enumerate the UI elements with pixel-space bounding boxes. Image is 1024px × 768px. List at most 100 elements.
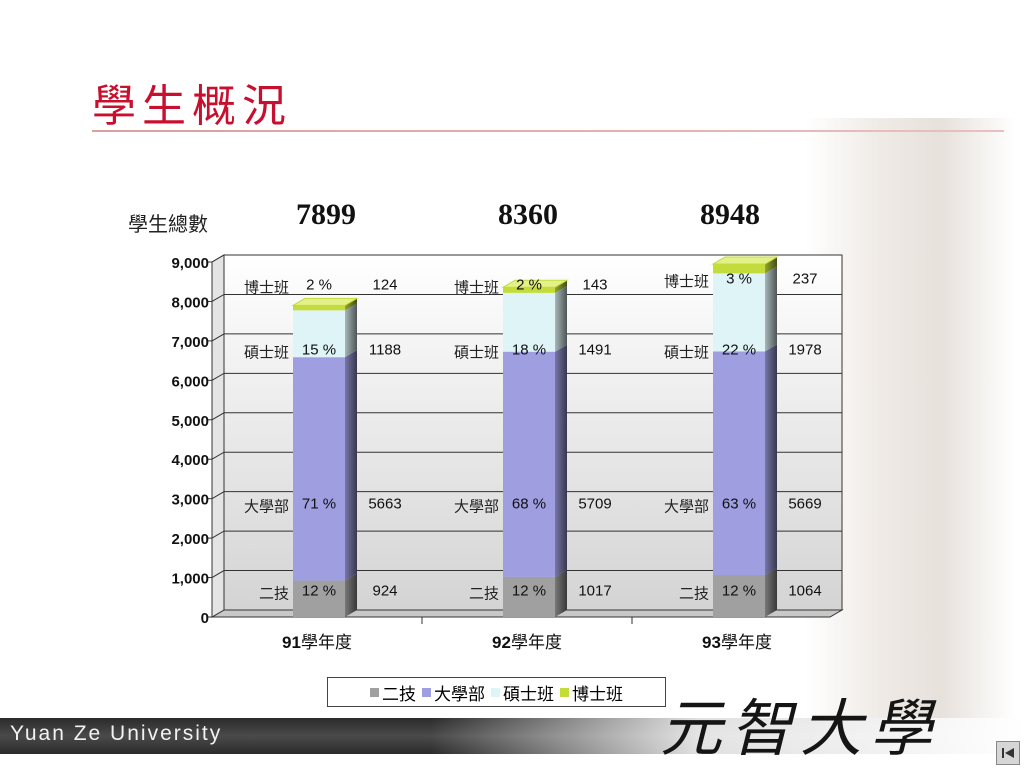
legend-item: 碩士班 [491, 680, 554, 705]
plot-side-wall [211, 254, 225, 618]
chart-legend: 二技 大學部 碩士班 博士班 [327, 677, 666, 707]
back-arrow-icon [1002, 748, 1014, 758]
gridline [211, 372, 842, 381]
value-label: 1064 [788, 582, 821, 599]
bar-side-shade [555, 285, 567, 352]
bar-side-shade [345, 303, 357, 358]
total-students-92: 8360 [498, 198, 558, 231]
legend-swatch [560, 687, 569, 697]
legend-label: 二技 [382, 684, 416, 704]
percent-label: 2 % [306, 277, 332, 294]
series-name-label: 大學部 [664, 498, 709, 516]
bar-side-shade [765, 266, 777, 352]
percent-label: 68 % [512, 496, 546, 513]
legend-swatch [422, 687, 431, 697]
series-name-label: 碩士班 [454, 344, 499, 362]
value-label: 5669 [788, 496, 821, 513]
total-students-label: 學生總數 [128, 214, 208, 236]
bar-segment [713, 575, 765, 617]
y-tick-label: 1,000 [171, 571, 209, 588]
gridline [211, 451, 842, 460]
footer-fade [430, 718, 1024, 754]
percent-label: 15 % [302, 342, 336, 359]
value-label: 1188 [369, 342, 401, 359]
percent-label: 12 % [722, 582, 756, 599]
bar-side-shade [555, 569, 567, 617]
bar-segment [503, 292, 555, 352]
bar-side-shade [345, 350, 357, 581]
percent-label: 12 % [302, 582, 336, 599]
value-label: 237 [792, 271, 817, 288]
y-tick-label: 8,000 [171, 294, 209, 311]
percent-label: 63 % [722, 496, 756, 513]
bar-segment [293, 357, 345, 581]
legend-label: 碩士班 [503, 684, 554, 704]
legend-label: 大學部 [434, 684, 485, 704]
series-name-label: 大學部 [244, 498, 289, 516]
gridline [211, 293, 842, 302]
bar-segment [713, 351, 765, 576]
value-label: 1978 [788, 342, 821, 359]
series-name-label: 大學部 [454, 498, 499, 516]
brand-calligraphy: 元智大學 [660, 692, 941, 765]
y-tick-label: 9,000 [171, 255, 209, 272]
bar-side-shade [345, 298, 357, 311]
slide-title: 學生概況 [92, 81, 292, 132]
x-category-label: 91學年度 [282, 633, 352, 652]
y-tick-label: 6,000 [171, 373, 209, 390]
y-tick-label: 3,000 [171, 492, 209, 509]
previous-slide-button[interactable] [996, 741, 1020, 765]
bar-side-shade [765, 257, 777, 274]
gridline [211, 570, 842, 578]
bar-top [711, 256, 779, 265]
bar-top [501, 279, 569, 288]
bar-side-shade [765, 344, 777, 576]
bar-side-shade [345, 573, 357, 617]
value-label: 5709 [578, 496, 611, 513]
value-label: 5663 [368, 496, 401, 513]
series-name-label: 博士班 [454, 279, 499, 297]
series-name-label: 二技 [259, 584, 289, 602]
percent-label: 22 % [722, 342, 756, 359]
y-tick-label: 0 [201, 610, 209, 627]
bar-side-shade [765, 568, 777, 617]
value-label: 1491 [578, 342, 611, 359]
series-name-label: 碩士班 [244, 344, 289, 362]
value-label: 924 [372, 582, 397, 599]
legend-item: 大學部 [422, 680, 485, 705]
series-name-label: 博士班 [664, 273, 709, 291]
title-divider [92, 130, 1004, 132]
legend-item: 博士班 [560, 680, 623, 705]
bar-segment [293, 580, 345, 617]
series-name-label: 二技 [469, 584, 499, 602]
legend-swatch [370, 687, 379, 697]
series-name-label: 二技 [679, 584, 709, 602]
percent-label: 3 % [726, 271, 752, 288]
value-label: 143 [582, 277, 607, 294]
legend-label: 博士班 [572, 684, 623, 704]
x-category-label: 92學年度 [492, 633, 562, 652]
value-label: 124 [372, 277, 397, 294]
bar-side-shade [555, 344, 567, 577]
legend-swatch [491, 687, 500, 697]
bar-segment [503, 351, 555, 577]
bar-top [291, 297, 359, 306]
bar-segment [503, 287, 555, 293]
y-tick-label: 7,000 [171, 334, 209, 351]
bar-side-shade [555, 280, 567, 293]
bar-segment [713, 264, 765, 274]
bar-segment [293, 310, 345, 358]
series-name-label: 碩士班 [664, 344, 709, 362]
gridline [211, 254, 842, 263]
x-category-label: 93學年度 [702, 633, 772, 652]
brand-english: Yuan Ze University [10, 722, 223, 745]
gridline [211, 530, 842, 539]
total-students-93: 8948 [700, 198, 760, 231]
percent-label: 2 % [516, 277, 542, 294]
y-tick-label: 4,000 [171, 452, 209, 469]
percent-label: 71 % [302, 496, 336, 513]
bar-segment [503, 576, 555, 617]
series-name-label: 博士班 [244, 279, 289, 297]
bar-segment [293, 305, 345, 311]
